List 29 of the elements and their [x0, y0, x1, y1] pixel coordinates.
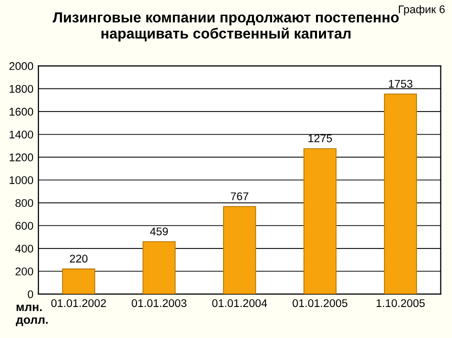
- bar: [304, 148, 337, 294]
- y-tick-label: 1000: [10, 176, 34, 184]
- x-tick-label: 1.10.2005: [376, 299, 425, 308]
- y-axis-title: млн. долл.: [16, 304, 48, 326]
- data-label: 220: [70, 254, 88, 263]
- bar: [62, 268, 96, 294]
- y-tick-label: 2000: [9, 62, 34, 70]
- y-tick-label: 200: [16, 268, 34, 276]
- x-tick-label: 01.01.2005: [292, 299, 348, 308]
- bar: [223, 206, 256, 294]
- x-tick-label: 01.01.2004: [212, 299, 268, 308]
- data-label: 767: [230, 192, 248, 200]
- y-tick-label: 1400: [10, 130, 34, 138]
- x-tick-label: 01.01.2002: [51, 299, 106, 308]
- data-label: 459: [150, 227, 168, 236]
- y-tick-label: 800: [16, 199, 34, 207]
- data-label: 1753: [388, 80, 412, 88]
- bar: [384, 94, 417, 294]
- y-tick-label: 1800: [10, 84, 34, 93]
- text: График 6: [398, 5, 445, 16]
- x-tick-label: 01.01.2003: [132, 299, 186, 308]
- bar: [142, 241, 176, 294]
- chart-title: Лизинговые компании продолжают постепенно наращивать собственный капитал: [52, 12, 399, 42]
- y-tick-label: 1600: [10, 108, 34, 116]
- y-tick-label: 600: [16, 222, 34, 230]
- data-label: 1275: [308, 134, 332, 142]
- y-tick-label: 400: [15, 244, 34, 253]
- y-tick-label: 1200: [10, 153, 34, 162]
- y-tick-label: 0: [28, 290, 34, 298]
